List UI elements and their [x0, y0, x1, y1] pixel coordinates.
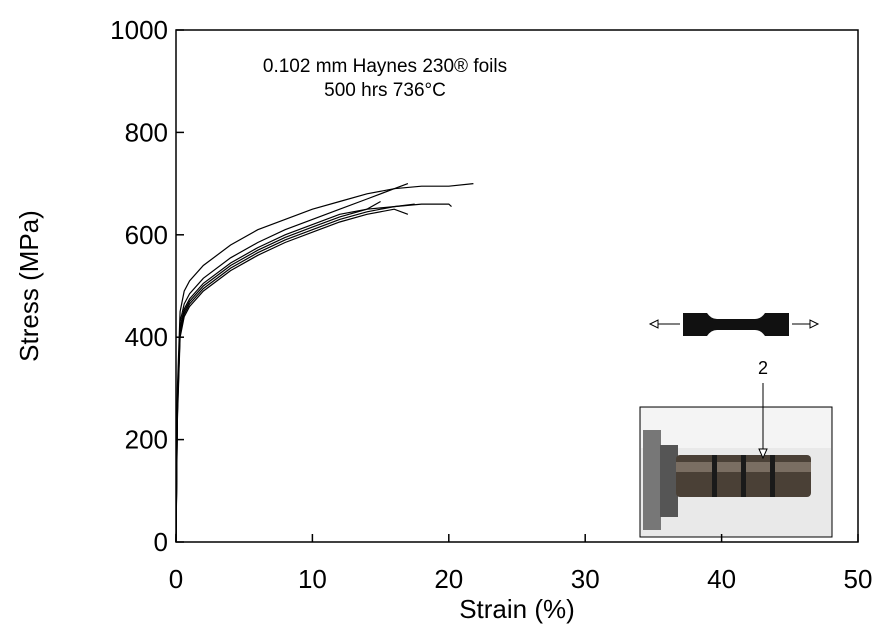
y-tick-label: 0	[154, 527, 168, 557]
y-tick-label: 200	[125, 425, 168, 455]
x-tick-label: 30	[571, 564, 600, 594]
annotation: 0.102 mm Haynes 230® foils	[263, 56, 507, 77]
specimen-icon	[648, 313, 820, 336]
y-tick-label: 400	[125, 322, 168, 352]
stress-strain-curve	[175, 203, 415, 543]
y-tick-label: 600	[125, 220, 168, 250]
stress-strain-curve	[175, 200, 381, 543]
stress-strain-curve	[175, 208, 409, 543]
annotation: 500 hrs 736°C	[324, 80, 446, 101]
x-tick-label: 0	[169, 564, 183, 594]
x-tick-label: 20	[434, 564, 463, 594]
x-tick-label: 10	[298, 564, 327, 594]
stress-strain-curve	[175, 183, 409, 543]
y-tick-label: 800	[125, 117, 168, 147]
inset-photo	[639, 383, 833, 538]
plot-frame	[175, 29, 859, 543]
x-tick-label: 50	[844, 564, 873, 594]
inset-label: 2	[758, 358, 768, 378]
y-tick-label: 1000	[110, 15, 168, 45]
y-axis-label: Stress (MPa)	[14, 210, 44, 362]
x-axis-label: Strain (%)	[459, 594, 575, 624]
x-tick-label: 40	[707, 564, 736, 594]
stress-strain-curve	[175, 183, 474, 543]
